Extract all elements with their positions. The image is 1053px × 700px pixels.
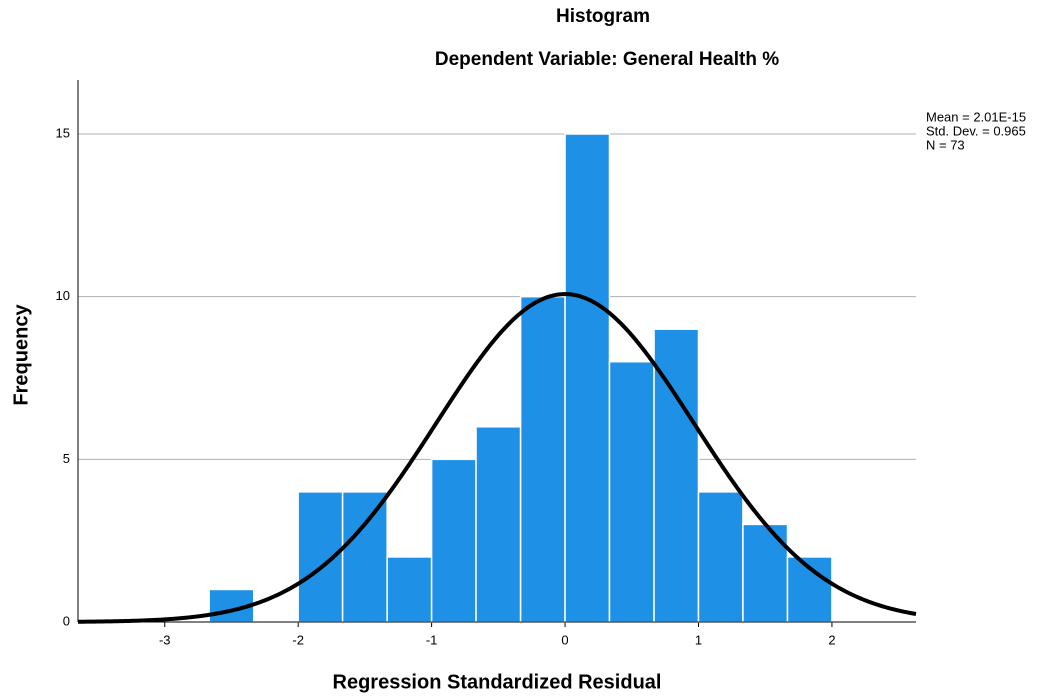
y-tick-label: 5 <box>63 451 70 466</box>
x-tick-label: 1 <box>695 632 702 647</box>
normal-curve <box>77 292 917 624</box>
x-tick-label: 0 <box>561 632 568 647</box>
bar <box>341 491 388 623</box>
x-tick-label: -3 <box>159 632 171 647</box>
bar <box>564 133 611 623</box>
chart-title: Histogram <box>556 6 650 27</box>
stat-label: N = 73 <box>926 137 965 152</box>
y-axis-label: Frequency <box>10 304 32 406</box>
bar <box>519 295 566 623</box>
stat-label: Std. Dev. = 0.965 <box>926 123 1026 138</box>
x-tick-label: -1 <box>426 632 438 647</box>
bar <box>430 458 477 623</box>
y-tick-label: 0 <box>63 613 70 628</box>
y-tick-label: 10 <box>56 288 70 303</box>
x-tick-label: -2 <box>292 632 304 647</box>
x-tick-label: 2 <box>828 632 835 647</box>
chart-subtitle: Dependent Variable: General Health % <box>435 49 779 70</box>
bar <box>608 360 655 623</box>
y-tick-label: 15 <box>56 125 70 140</box>
stat-label: Mean = 2.01E-15 <box>926 109 1026 124</box>
x-axis-label: Regression Standardized Residual <box>333 671 662 693</box>
bar <box>475 426 522 623</box>
bar <box>386 556 433 623</box>
bar <box>697 491 744 623</box>
